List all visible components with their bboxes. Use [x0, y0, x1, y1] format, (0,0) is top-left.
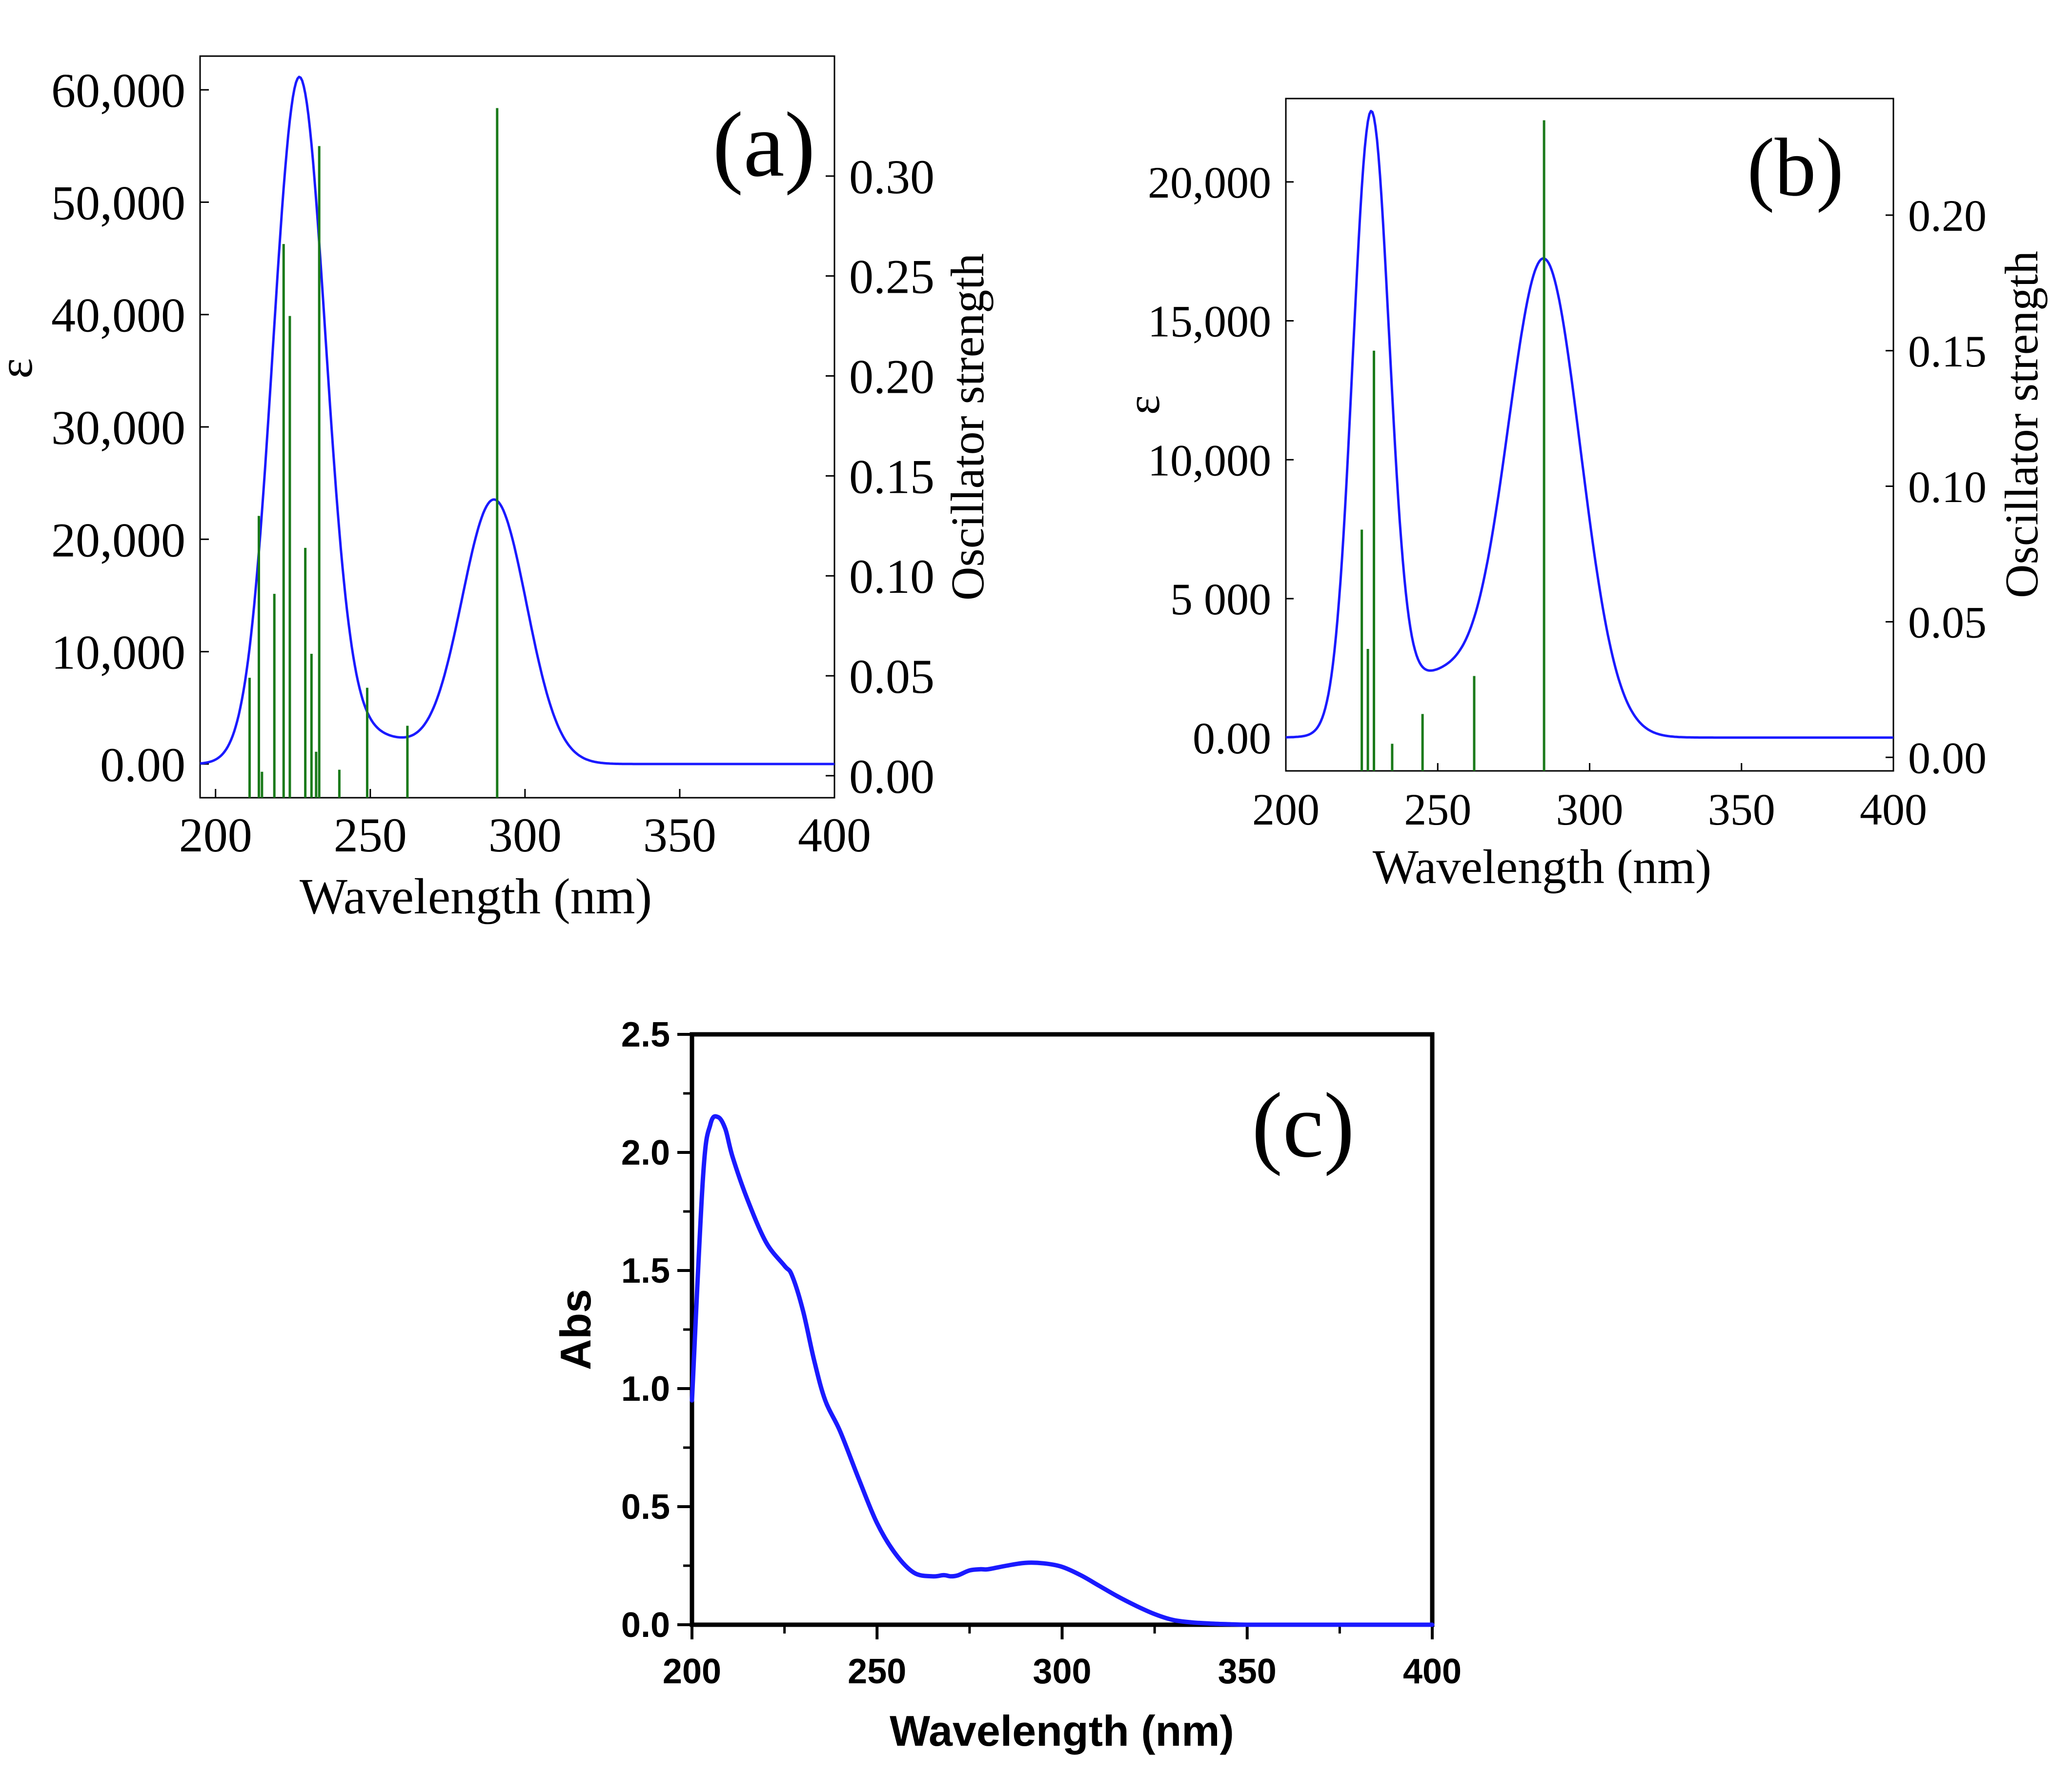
panel-c: 200 250 300 350 400 0.0 0.5 1.0 1.5 2.0 2.5 (c) Wa… [551, 1015, 1462, 1755]
panel-a-y-axis-title: ε [0, 358, 42, 379]
panel-b-x-tick-label: 400 [1860, 785, 1927, 834]
panel-c-x-axis-title: Wavelength (nm) [890, 1707, 1234, 1755]
panel-b-y2-tick-label: 0.10 [1908, 462, 1987, 512]
panel-c-y-tick-label: 2.5 [621, 1015, 670, 1054]
panel-b-y-tick-label: 0.00 [1193, 713, 1271, 763]
panel-a-x-tick-label: 300 [488, 808, 562, 862]
panel-a-x-tick-label: 250 [334, 808, 407, 862]
panel-c-y-axis-title: Abs [551, 1289, 600, 1370]
panel-b-y2-tick-label: 0.20 [1908, 191, 1987, 241]
panel-b-label: (b) [1747, 121, 1844, 213]
panel-a-y2-tick-label: 0.05 [849, 649, 934, 704]
panel-a-y-tick-label: 60,000 [51, 63, 185, 118]
panel-b-x-tick-label: 250 [1404, 785, 1471, 834]
panel-b-y2-tick-label: 0.05 [1908, 598, 1987, 647]
panel-a-y-tick-label: 0.00 [100, 738, 185, 792]
panel-c-label: (c) [1252, 1074, 1355, 1177]
panel-a-y2-tick-label: 0.10 [849, 549, 934, 604]
panel-a-y2-tick-label: 0.25 [849, 250, 934, 304]
panel-a-y-tick-label: 10,000 [51, 625, 185, 680]
panel-a-y2-tick-label: 0.00 [849, 749, 934, 804]
panel-b-x-tick-label: 200 [1252, 785, 1320, 834]
panel-c-x-tick-label: 350 [1218, 1652, 1277, 1691]
panel-a-spectrum-line [200, 76, 834, 766]
panel-c-x-tick-label: 200 [663, 1652, 721, 1691]
panel-b-y-tick-label: 10,000 [1148, 435, 1271, 485]
panel-b-spectrum-line [1285, 110, 1893, 739]
panel-a-x-tick-label: 350 [643, 808, 716, 862]
panel-a-x-axis-title: Wavelength (nm) [300, 868, 652, 925]
panel-c-x-tick-label: 250 [848, 1652, 906, 1691]
panel-b-y-tick-label: 20,000 [1148, 158, 1271, 207]
panel-b-y2-tick-label: 0.15 [1908, 326, 1987, 376]
panel-a-y2-tick-label: 0.15 [849, 449, 934, 504]
panel-a-x-tick-label: 400 [798, 808, 871, 862]
panel-c-marks: 200 250 300 350 400 0.0 0.5 1.0 1.5 2.0 2.5 [621, 1015, 1462, 1691]
panel-c-y-tick-label: 1.5 [621, 1251, 670, 1291]
panel-a-y-tick-label: 20,000 [51, 513, 185, 567]
panel-c-y-tick-label: 2.0 [621, 1133, 670, 1172]
panel-a-y-tick-label: 50,000 [51, 176, 185, 230]
panel-c-absorbance-line [690, 1114, 1435, 1627]
panel-c-y-tick-label: 1.0 [621, 1370, 670, 1409]
panel-a-y2-axis-title: Oscillator strength [941, 253, 994, 601]
panel-b-y-axis-title: ε [1117, 395, 1169, 415]
panel-a-x-tick-label: 200 [179, 808, 252, 862]
panel-c-y-tick-label: 0.5 [621, 1488, 670, 1527]
panel-b-y-tick-label: 15,000 [1148, 297, 1271, 346]
panel-a-y-tick-label: 40,000 [51, 288, 185, 343]
panel-a-y2-tick-label: 0.20 [849, 350, 934, 404]
panel-a-marks: 200 250 300 350 4000.0010,00020,00030,00040,… [51, 63, 934, 862]
panel-b-x-tick-label: 350 [1708, 785, 1775, 834]
panel-b-y2-axis-title: Oscillator strength [1995, 251, 2048, 598]
panel-b-y-tick-label: 5 000 [1170, 574, 1271, 624]
panel-a-y-tick-label: 30,000 [51, 401, 185, 455]
panel-c-x-tick-label: 300 [1033, 1652, 1091, 1691]
panel-a-y2-tick-label: 0.30 [849, 150, 934, 204]
panel-b-y2-tick-label: 0.00 [1908, 733, 1987, 783]
panel-b-x-axis-title: Wavelength (nm) [1373, 840, 1711, 894]
panel-c-x-tick-label: 400 [1403, 1652, 1462, 1691]
panel-a: 200 250 300 350 4000.0010,00020,00030,00040,… [0, 55, 994, 925]
panel-c-y-tick-label: 0.0 [621, 1606, 670, 1645]
panel-a-label: (a) [712, 94, 815, 196]
panel-b-x-tick-label: 300 [1556, 785, 1624, 834]
